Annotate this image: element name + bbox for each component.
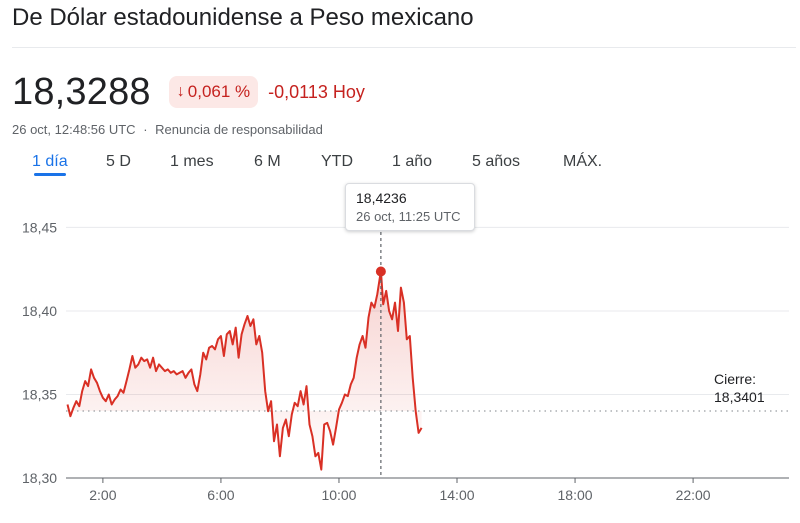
tab-5-d[interactable]: 5 D	[106, 153, 131, 170]
page-title: De Dólar estadounidense a Peso mexicano	[12, 4, 474, 31]
range-tabs: 1 día 5 D 1 mes 6 M YTD 1 año 5 años MÁX…	[0, 148, 800, 180]
x-tick-label: 18:00	[558, 487, 593, 503]
tab-5-anos[interactable]: 5 años	[472, 153, 521, 170]
y-tick-label: 18,35	[22, 386, 57, 402]
price-row: 18,3288 ↓ 0,061 % -0,0113 Hoy	[12, 70, 365, 114]
arrow-down-icon: ↓	[176, 83, 185, 100]
x-tick-label: 22:00	[676, 487, 711, 503]
price-timestamp: 26 oct, 12:48:56 UTC	[12, 122, 136, 137]
change-percent-badge: ↓ 0,061 %	[168, 76, 259, 108]
meta-separator: ·	[143, 122, 148, 137]
previous-close-label: Cierre: 18,3401	[714, 370, 765, 406]
y-tick-label: 18,30	[22, 470, 57, 486]
current-price: 18,3288	[12, 70, 151, 113]
x-tick-label: 10:00	[321, 487, 356, 503]
change-absolute: -0,0113 Hoy	[268, 81, 365, 102]
y-tick-label: 18,45	[22, 219, 57, 235]
tab-1-ano[interactable]: 1 año	[392, 153, 433, 170]
tab-6-m[interactable]: 6 M	[254, 153, 281, 170]
header-divider	[12, 47, 796, 48]
x-tick-label: 14:00	[439, 487, 474, 503]
disclaimer-link[interactable]: Renuncia de responsabilidad	[155, 122, 323, 137]
active-tab-indicator	[34, 173, 66, 176]
previous-close-title: Cierre:	[714, 371, 757, 387]
x-tick-label: 6:00	[207, 487, 234, 503]
tab-1-mes[interactable]: 1 mes	[170, 153, 214, 170]
price-line	[66, 269, 423, 471]
tooltip-time: 26 oct, 11:25 UTC	[356, 209, 461, 224]
y-tick-label: 18,40	[22, 303, 57, 319]
x-tick-label: 2:00	[89, 487, 116, 503]
change-percent: 0,061 %	[187, 82, 251, 101]
tab-ytd[interactable]: YTD	[321, 153, 353, 170]
tooltip-value: 18,4236	[356, 190, 407, 206]
price-area-fill	[67, 270, 422, 470]
price-meta: 26 oct, 12:48:56 UTC · Renuncia de respo…	[12, 122, 323, 137]
hover-point	[375, 266, 386, 277]
previous-close-value: 18,3401	[714, 389, 765, 405]
tab-1-dia[interactable]: 1 día	[32, 153, 68, 170]
chart-tooltip: 18,4236 26 oct, 11:25 UTC	[345, 183, 475, 231]
tab-max[interactable]: MÁX.	[563, 153, 603, 170]
